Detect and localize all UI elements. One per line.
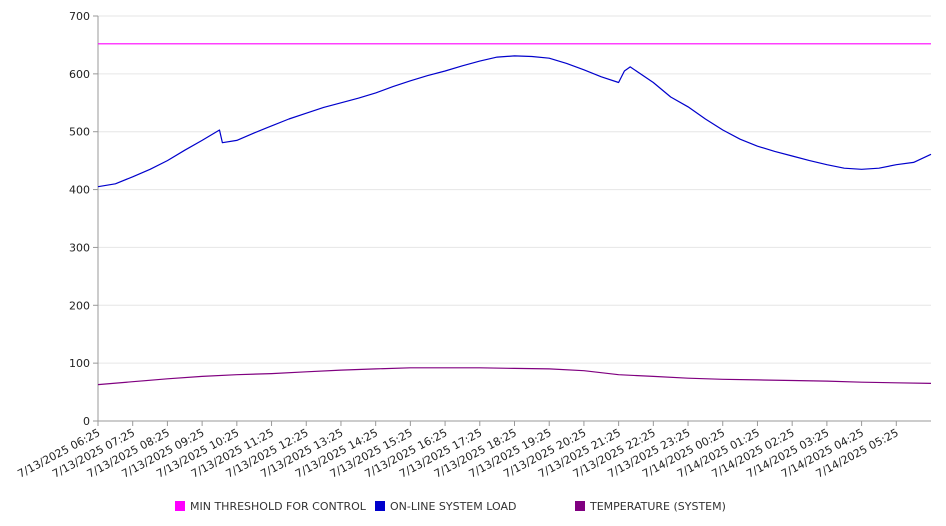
y-tick-labels: 0 100 200 300 400 500 600 700 bbox=[69, 10, 90, 428]
legend-swatch bbox=[575, 501, 585, 511]
y-tick-label: 600 bbox=[69, 68, 90, 81]
y-tick-label: 200 bbox=[69, 299, 90, 312]
legend: MIN THRESHOLD FOR CONTROL ON-LINE SYSTEM … bbox=[175, 500, 726, 513]
legend-swatch bbox=[375, 501, 385, 511]
y-tick-label: 0 bbox=[83, 415, 90, 428]
legend-swatch bbox=[175, 501, 185, 511]
legend-label: MIN THRESHOLD FOR CONTROL bbox=[190, 500, 367, 513]
y-tick-label: 400 bbox=[69, 184, 90, 197]
x-tick-labels: 7/13/2025 06:257/13/2025 07:257/13/2025 … bbox=[15, 426, 900, 480]
y-tick-label: 300 bbox=[69, 241, 90, 254]
y-tick-label: 700 bbox=[69, 10, 90, 23]
legend-label: ON-LINE SYSTEM LOAD bbox=[390, 500, 516, 513]
grid-lines bbox=[98, 15, 931, 364]
series-line-temperature-system bbox=[97, 367, 932, 386]
legend-label: TEMPERATURE (SYSTEM) bbox=[589, 500, 726, 513]
y-tick-label: 100 bbox=[69, 357, 90, 370]
axes bbox=[93, 15, 931, 426]
y-tick-label: 500 bbox=[69, 126, 90, 139]
series-line-on-line-system-load bbox=[97, 55, 932, 188]
series-lines bbox=[97, 43, 932, 386]
